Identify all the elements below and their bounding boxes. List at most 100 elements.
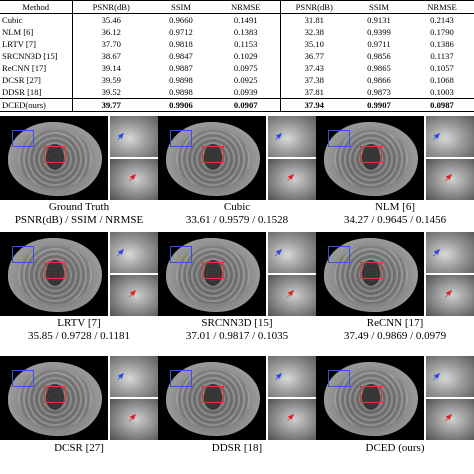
table-row: ReCNN [17] 39.14 0.9887 0.0975 37.43 0.9865 0.…	[0, 62, 474, 74]
value-cell: 0.1029	[233, 51, 258, 61]
value-cell: 0.9873	[367, 87, 391, 97]
blue-roi-box	[328, 246, 350, 263]
arrow-up-right-icon	[116, 372, 125, 381]
value-cell: 0.9660	[169, 15, 193, 25]
arrow-up-right-icon	[444, 173, 453, 182]
value-cell: 0.1491	[233, 15, 258, 25]
blue-roi-box	[170, 370, 192, 387]
red-zoom-inset	[426, 159, 474, 200]
value-cell: 0.9847	[169, 51, 193, 61]
arrow-up-right-icon	[286, 413, 295, 422]
red-roi-box	[202, 386, 224, 403]
red-zoom-inset	[426, 275, 474, 316]
header-ssim-2: SSIM	[348, 0, 410, 14]
value-cell: 36.12	[71, 26, 150, 38]
blue-roi-box	[12, 370, 34, 387]
method-cell: ReCNN [17]	[2, 63, 47, 73]
mri-panel	[0, 232, 158, 316]
panel-caption: NLM [6] 34.27 / 0.9645 / 0.1456	[316, 201, 474, 227]
mri-panel	[0, 356, 158, 440]
method-name: ReCNN [17]	[366, 317, 424, 329]
red-zoom-inset	[268, 399, 316, 440]
method-cell: LRTV [7]	[2, 39, 36, 49]
metrics-text: PSNR(dB) / SSIM / NRMSE	[14, 214, 144, 226]
value-cell: 0.1137	[430, 51, 454, 61]
arrow-up-right-icon	[274, 132, 283, 141]
mri-panel	[316, 116, 474, 200]
arrow-up-right-icon	[286, 289, 295, 298]
value-cell: 0.9856	[367, 51, 391, 61]
arrow-up-right-icon	[128, 173, 137, 182]
brain-image	[166, 362, 260, 436]
mri-slice-image	[0, 232, 108, 316]
blue-roi-box	[328, 370, 350, 387]
value-cell: 37.94	[279, 98, 348, 112]
value-cell: 0.0907	[212, 98, 280, 112]
method-name: Ground Truth	[48, 201, 110, 213]
mri-slice-image	[316, 116, 424, 200]
table-row: DDSR [18] 39.52 0.9898 0.0939 37.81 0.9873 0.1…	[0, 86, 474, 99]
mri-slice-image	[316, 356, 424, 440]
mri-panel	[158, 232, 316, 316]
blue-zoom-inset	[268, 232, 316, 273]
metrics-text: 35.85 / 0.9728 / 0.1181	[28, 330, 130, 342]
value-cell: 0.0939	[233, 87, 258, 97]
value-cell: 0.9711	[367, 39, 391, 49]
value-cell: 0.1383	[233, 27, 258, 37]
value-cell: 0.9399	[367, 27, 391, 37]
mri-slice-image	[158, 356, 266, 440]
value-cell: 35.46	[71, 13, 150, 26]
value-cell: 0.9818	[169, 39, 193, 49]
blue-zoom-inset	[426, 116, 474, 157]
metrics-text: 34.27 / 0.9645 / 0.1456	[343, 214, 447, 226]
table-row: LRTV [7] 37.70 0.9818 0.1153 35.10 0.9711 0.13…	[0, 38, 474, 50]
arrow-up-right-icon	[432, 372, 441, 381]
blue-roi-box	[170, 130, 192, 147]
value-cell: 39.77	[71, 98, 150, 112]
results-table: Method PSNR(dB) SSIM NRMSE PSNR(dB) SSIM…	[0, 0, 474, 112]
red-zoom-inset	[268, 275, 316, 316]
value-cell: 36.77	[279, 50, 348, 62]
method-cell: Cubic	[2, 15, 23, 25]
value-cell: 0.0925	[233, 75, 258, 85]
value-cell: 0.1057	[430, 63, 454, 73]
value-cell: 0.1790	[430, 27, 454, 37]
brain-image	[8, 238, 102, 312]
value-cell: 37.70	[71, 38, 150, 50]
value-cell: 0.1068	[430, 75, 454, 85]
red-roi-box	[202, 262, 224, 279]
header-psnr-1: PSNR(dB)	[71, 0, 150, 14]
red-zoom-inset	[426, 399, 474, 440]
panel-caption: Ground Truth PSNR(dB) / SSIM / NRMSE	[0, 201, 158, 227]
panel-caption: DDSR [18]	[158, 442, 316, 455]
panel-caption: ReCNN [17] 37.49 / 0.9869 / 0.0979	[316, 317, 474, 343]
red-roi-box	[360, 146, 382, 163]
panel-caption: DCED (ours)	[316, 442, 474, 455]
mri-slice-image	[0, 356, 108, 440]
brain-image	[324, 238, 418, 312]
panel-caption: DCSR [27]	[0, 442, 158, 455]
brain-image	[166, 122, 260, 196]
brain-image	[8, 122, 102, 196]
method-cell: DCED(ours)	[0, 98, 72, 112]
mri-slice-image	[0, 116, 108, 200]
arrow-up-right-icon	[116, 248, 125, 257]
value-cell: 35.10	[279, 38, 348, 50]
value-cell: 37.81	[279, 86, 348, 99]
method-cell: NLM [6]	[2, 27, 34, 37]
arrow-up-right-icon	[286, 173, 295, 182]
red-zoom-inset	[110, 159, 158, 200]
value-cell: 0.9865	[367, 63, 391, 73]
method-name: NLM [6]	[374, 201, 416, 213]
blue-roi-box	[328, 130, 350, 147]
value-cell: 0.9131	[367, 15, 391, 25]
value-cell: 0.9712	[169, 27, 193, 37]
metrics-text: 33.61 / 0.9579 / 0.1528	[185, 214, 289, 226]
blue-roi-box	[12, 130, 34, 147]
value-cell: 37.43	[279, 62, 348, 74]
header-nrmse-1: NRMSE	[212, 0, 280, 14]
value-cell: 39.52	[71, 86, 150, 99]
method-cell: DDSR [18]	[2, 87, 42, 97]
blue-roi-box	[12, 246, 34, 263]
value-cell: 38.67	[71, 50, 150, 62]
